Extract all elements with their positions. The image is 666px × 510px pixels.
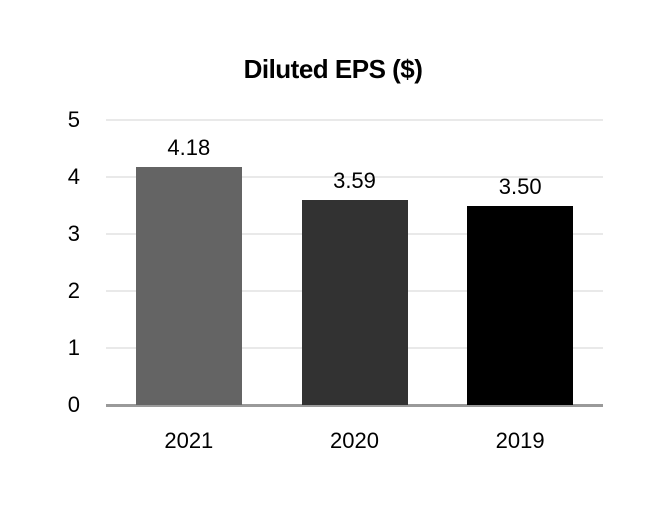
y-tick-label-2: 2 bbox=[67, 278, 80, 303]
y-tick-label-1: 1 bbox=[67, 335, 80, 360]
y-tick-label-4: 4 bbox=[67, 164, 80, 189]
bar-value-label-2020: 3.59 bbox=[333, 168, 376, 194]
y-tick-label-3: 3 bbox=[67, 221, 80, 246]
y-tick-label-5: 5 bbox=[67, 107, 80, 132]
x-tick-label-2020: 2020 bbox=[330, 428, 379, 453]
bar-value-label-2019: 3.50 bbox=[498, 173, 542, 199]
y-axis-tick-labels: 0 1 2 3 4 5 bbox=[0, 107, 80, 417]
plot-area: 4.18 3.59 3.50 bbox=[106, 119, 603, 407]
bar-2021 bbox=[135, 166, 242, 405]
x-tick-label-2019: 2019 bbox=[495, 428, 545, 453]
bar-2019 bbox=[467, 205, 574, 405]
x-axis-baseline bbox=[106, 404, 603, 407]
y-tick-label-0: 0 bbox=[67, 392, 80, 417]
bar-2020 bbox=[301, 200, 408, 405]
bar-value-label-2021: 4.18 bbox=[167, 134, 211, 160]
gridline-y-5 bbox=[106, 119, 603, 121]
x-tick-label-2021: 2021 bbox=[164, 428, 214, 453]
gridline-y-4 bbox=[106, 176, 603, 178]
x-axis-category-labels: 2021 2020 2019 bbox=[106, 421, 603, 453]
chart-title: Diluted EPS ($) bbox=[243, 54, 423, 84]
